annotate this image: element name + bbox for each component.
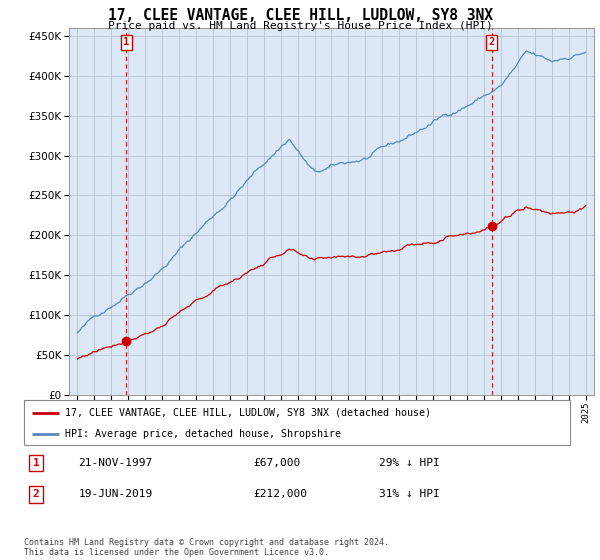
Text: Price paid vs. HM Land Registry's House Price Index (HPI): Price paid vs. HM Land Registry's House … <box>107 21 493 31</box>
Text: 17, CLEE VANTAGE, CLEE HILL, LUDLOW, SY8 3NX: 17, CLEE VANTAGE, CLEE HILL, LUDLOW, SY8… <box>107 8 493 24</box>
Text: 2: 2 <box>488 37 495 47</box>
Text: 1: 1 <box>32 458 40 468</box>
FancyBboxPatch shape <box>24 400 570 445</box>
Text: 17, CLEE VANTAGE, CLEE HILL, LUDLOW, SY8 3NX (detached house): 17, CLEE VANTAGE, CLEE HILL, LUDLOW, SY8… <box>65 408 431 418</box>
Text: 21-NOV-1997: 21-NOV-1997 <box>79 458 153 468</box>
Text: HPI: Average price, detached house, Shropshire: HPI: Average price, detached house, Shro… <box>65 429 341 439</box>
Text: 19-JUN-2019: 19-JUN-2019 <box>79 489 153 500</box>
Text: £212,000: £212,000 <box>253 489 307 500</box>
Text: 2: 2 <box>32 489 40 500</box>
Text: £67,000: £67,000 <box>253 458 301 468</box>
Text: 29% ↓ HPI: 29% ↓ HPI <box>379 458 440 468</box>
Text: 31% ↓ HPI: 31% ↓ HPI <box>379 489 440 500</box>
Text: 1: 1 <box>123 37 130 47</box>
Text: Contains HM Land Registry data © Crown copyright and database right 2024.
This d: Contains HM Land Registry data © Crown c… <box>24 538 389 557</box>
